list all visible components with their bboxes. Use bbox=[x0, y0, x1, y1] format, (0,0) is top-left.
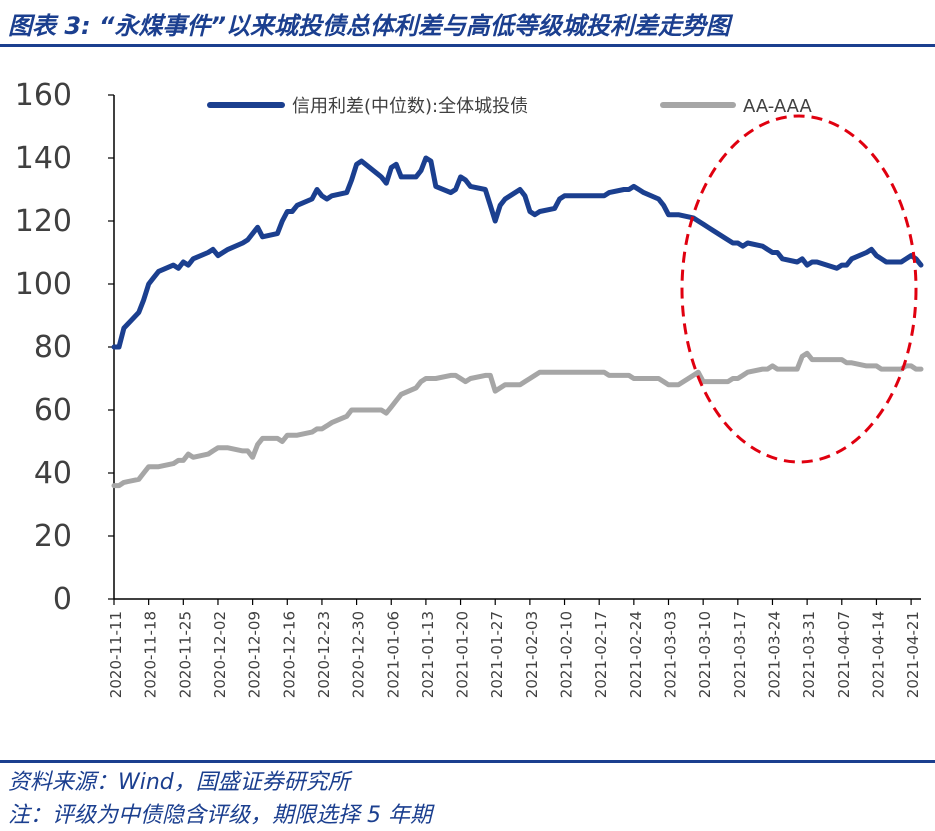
y-tick-label: 40 bbox=[34, 456, 72, 491]
x-tick-label: 2021-02-24 bbox=[627, 611, 645, 698]
annotation-layer bbox=[680, 114, 918, 464]
y-axis-ticks: 0 20 40 60 80 100 120 140 160 bbox=[15, 78, 114, 617]
x-tick-label: 2020-11-25 bbox=[176, 611, 194, 698]
x-tick-label: 2021-02-17 bbox=[592, 611, 610, 698]
axes bbox=[113, 95, 921, 600]
y-tick-label: 140 bbox=[15, 141, 72, 176]
x-tick-label: 2020-12-16 bbox=[280, 611, 298, 698]
y-tick-label: 160 bbox=[15, 78, 72, 113]
x-tick-label: 2020-12-09 bbox=[246, 611, 264, 698]
series-line bbox=[111, 155, 924, 350]
x-tick-label: 2021-02-03 bbox=[523, 611, 541, 698]
legend-label: 信用利差(中位数):全体城投债 bbox=[292, 96, 528, 117]
x-tick-label: 2021-01-27 bbox=[488, 611, 506, 698]
y-tick-label: 120 bbox=[15, 204, 72, 239]
series-line bbox=[111, 350, 924, 489]
y-tick-label: 100 bbox=[15, 267, 72, 302]
title-divider bbox=[0, 44, 935, 47]
highlight-ellipse bbox=[680, 114, 918, 464]
x-tick-label: 2020-12-23 bbox=[315, 611, 333, 698]
x-tick-label: 2021-01-13 bbox=[419, 611, 437, 698]
footer-divider bbox=[0, 760, 935, 763]
x-tick-label: 2021-04-07 bbox=[835, 611, 853, 698]
x-tick-label: 2021-02-10 bbox=[558, 611, 576, 698]
x-axis-ticks: 2020-11-11 2020-11-18 2020-11-25 2020-12-02… bbox=[107, 599, 922, 698]
x-tick-label: 2021-03-24 bbox=[765, 611, 783, 698]
x-tick-label: 2021-03-17 bbox=[731, 611, 749, 698]
series-lines bbox=[111, 155, 924, 489]
x-tick-label: 2021-01-06 bbox=[384, 611, 402, 698]
x-tick-label: 2021-03-31 bbox=[800, 611, 818, 698]
legend: 信用利差(中位数):全体城投债 AA-AAA bbox=[207, 96, 812, 117]
y-tick-label: 60 bbox=[34, 393, 72, 428]
footnote: 注：评级为中债隐含评级，期限选择 5 年期 bbox=[8, 803, 432, 828]
x-tick-label: 2020-12-30 bbox=[350, 611, 368, 698]
y-tick-label: 20 bbox=[34, 519, 72, 554]
x-tick-label: 2020-11-11 bbox=[107, 611, 125, 698]
x-tick-label: 2021-04-21 bbox=[904, 611, 922, 698]
x-tick-label: 2021-04-14 bbox=[869, 611, 887, 698]
chart-title: 图表 3: “永煤事件”以来城投债总体利差与高低等级城投利差走势图 bbox=[8, 12, 730, 40]
x-tick-label: 2020-11-18 bbox=[142, 611, 160, 698]
legend-label: AA-AAA bbox=[743, 96, 812, 117]
x-tick-label: 2021-03-03 bbox=[662, 611, 680, 698]
x-tick-label: 2021-01-20 bbox=[454, 611, 472, 698]
x-tick-label: 2020-12-02 bbox=[211, 611, 229, 698]
y-tick-label: 0 bbox=[53, 582, 72, 617]
x-tick-label: 2021-03-10 bbox=[696, 611, 714, 698]
source-note: 资料来源：Wind，国盛证券研究所 bbox=[8, 770, 350, 795]
y-tick-label: 80 bbox=[34, 330, 72, 365]
